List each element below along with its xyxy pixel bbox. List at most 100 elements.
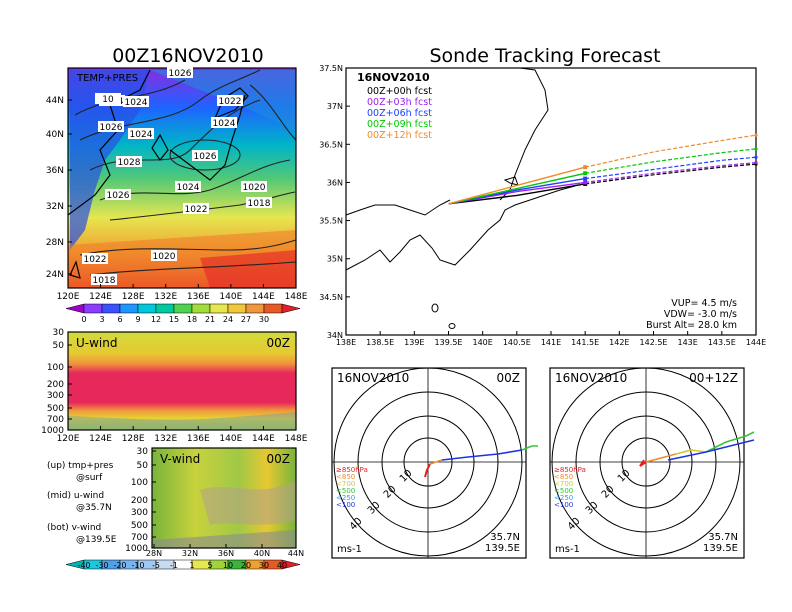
hodo-lon: 139.5E [485, 543, 520, 554]
isobar-label-bg [211, 117, 237, 128]
track-end-marker [754, 147, 758, 151]
track-line-ascent [448, 166, 586, 205]
track-x-tick-label: 140E [473, 338, 493, 347]
isobar-label-bg [175, 181, 201, 192]
uwind-surface [68, 412, 296, 430]
hodo-trace [667, 439, 755, 461]
hodo-lon: 139.5E [703, 543, 738, 554]
isobar-label: 1024 [213, 119, 236, 129]
temp-colorbar-label: 9 [135, 315, 140, 324]
isobar-label-bg [167, 67, 193, 78]
temp-pres-map: TEMP+PRES 102610241024102610241022102410… [46, 67, 308, 324]
vwind-colorbar-label: -10 [131, 561, 144, 570]
temp-colorbar-swatch [281, 303, 301, 314]
legend-note-line1: (up) tmp+pres [47, 461, 114, 471]
uwind-frame [67, 331, 297, 431]
track-y-ticks: 37.5N 37N 36.5N 36N 35.5N 35N 34.5N 34N [319, 64, 350, 340]
vwind-colorbar-label: -30 [95, 561, 108, 570]
vwind-frame [151, 447, 297, 549]
isobar-label: 1022 [185, 205, 208, 215]
map-x-tick-label: 136E [187, 292, 210, 302]
map-x-tick-label: 120E [57, 292, 80, 302]
track-burst-marker [583, 165, 588, 170]
hodo-units: ms-1 [337, 544, 362, 555]
track-legend-entry: 00Z+06h fcst [367, 108, 432, 119]
vwind-y-tick-label: 300 [131, 508, 148, 518]
uwind-y-tick-label: 700 [47, 415, 64, 425]
track-date: 16NOV2010 [357, 71, 430, 84]
hodo-lat: 35.7N [708, 532, 738, 543]
track-coastline [345, 67, 576, 329]
isobar-label-bg [183, 203, 209, 214]
track-stat: VDW= -3.0 m/s [664, 309, 737, 320]
temp-colorbar-label: 3 [99, 315, 104, 324]
uwind-time: 00Z [267, 336, 291, 350]
map-x-tick-label: 128E [122, 292, 145, 302]
track-line-descent [585, 161, 757, 184]
vwind-x-tick-label: 36N [218, 549, 234, 558]
temp-colorbar-label: 0 [81, 315, 86, 324]
isobar-label: 1024 [125, 98, 148, 108]
isobar-label: 1026 [100, 123, 123, 133]
isobar-label-bg [246, 197, 272, 208]
hodo-trace [639, 459, 647, 467]
uwind-x-tick-label: 148E [285, 434, 308, 444]
vwind-y-tick-label: 500 [131, 521, 148, 531]
hodo-level-label: ≥850hPa [336, 466, 368, 474]
track-x-tick-label: 143E [678, 338, 698, 347]
map-x-tick-label: 124E [89, 292, 112, 302]
hodo-units: ms-1 [555, 544, 580, 555]
track-x-tick-label: 144E [746, 338, 766, 347]
legend-notes: (up) tmp+pres @surf (mid) u-wind @35.7N (bot… [47, 461, 117, 545]
track-legend-entry: 00Z+03h fcst [367, 97, 432, 108]
track-line-descent [585, 156, 757, 180]
isobar-label-bg [95, 93, 121, 104]
map-y-ticks: 44N 40N 36N 32N 28N 24N [46, 96, 72, 280]
hodo-level-label: <700 [554, 480, 573, 488]
legend-note-line2: @surf [76, 473, 103, 483]
isobar-label: 1028 [118, 158, 141, 168]
track-y-tick-label: 34N [327, 331, 343, 340]
hodo-level-label: <100 [336, 501, 355, 509]
temp-colorbar-label: 15 [169, 315, 179, 324]
uwind-x-tick-label: 144E [252, 434, 275, 444]
vwind-colorbar-label: -5 [152, 561, 160, 570]
uwind-y-tick-label: 300 [47, 391, 64, 401]
hodo-level-label: ≥850hPa [554, 466, 586, 474]
track-x-ticks: 138E 138.5E 139E 139.5E 140E 140.5E 141E 141.5E… [336, 331, 766, 347]
uwind-x-tick-label: 132E [154, 434, 177, 444]
track-panel: 138E 138.5E 139E 139.5E 140E 140.5E 141E 141.5E… [319, 64, 766, 347]
uwind-x-tick-label: 136E [187, 434, 210, 444]
isobar-label: 1026 [194, 152, 217, 162]
track-line-descent [585, 163, 757, 185]
map-x-tick-label: 132E [154, 292, 177, 302]
isobar-label: 1022 [219, 97, 242, 107]
track-y-tick-label: 35N [327, 255, 343, 264]
hodo-trace [441, 449, 523, 461]
track-stat: Burst Alt= 28.0 km [646, 320, 737, 331]
map-y-tick-label: 40N [46, 130, 64, 140]
uwind-y-tick-label: 100 [47, 363, 64, 373]
track-y-tick-label: 36N [327, 178, 343, 187]
temp-colorbar-label: 18 [187, 315, 197, 324]
track-y-tick-label: 34.5N [319, 293, 343, 302]
hodo-level-label: <250 [336, 494, 355, 502]
temp-colorbar-swatch [101, 303, 121, 314]
hodo-level-label: <850 [336, 473, 355, 481]
isobar-label-bg [217, 95, 243, 106]
vwind-colorbar-label: -40 [77, 561, 90, 570]
uwind-field [68, 332, 296, 430]
vwind-x-ticks: 28N 32N 36N 40N 44N [146, 544, 304, 558]
uwind-y-tick-label: 50 [53, 341, 65, 351]
hodo-time: 00+12Z [689, 371, 738, 385]
uwind-y-tick-label: 500 [47, 404, 64, 414]
isobar-label-bg [241, 181, 267, 192]
track-legend-entry: 00Z+12h fcst [367, 130, 432, 141]
map-x-ticks: 120E 124E 128E 132E 136E 140E 144E 148E [57, 284, 308, 302]
vwind-colorbar-label: -1 [170, 561, 178, 570]
hodo-trace [705, 431, 755, 453]
track-line-ascent [448, 183, 586, 205]
hodo-time: 00Z [497, 371, 521, 385]
